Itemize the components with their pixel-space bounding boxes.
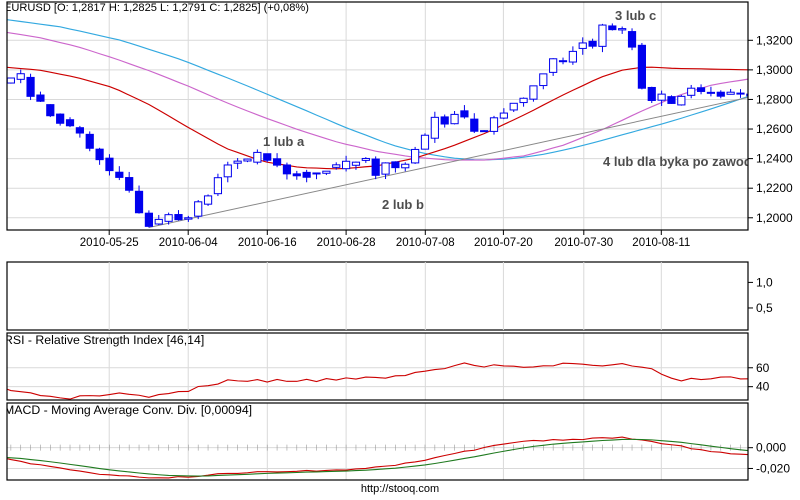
svg-text:0,000: 0,000 xyxy=(756,441,786,455)
svg-text:EURUSD [O: 1,2817 H: 1,2825: EURUSD [O: 1,2817 H: 1,2825 L: 1,2791 C:… xyxy=(4,2,309,14)
svg-text:MACD - Moving Average Conv. Di: MACD - Moving Average Conv. Div. [0,0009… xyxy=(4,403,252,417)
svg-text:1,0: 1,0 xyxy=(756,275,773,289)
svg-text:1,2600: 1,2600 xyxy=(756,122,793,136)
svg-text:1,2800: 1,2800 xyxy=(756,92,793,106)
svg-text:1,3200: 1,3200 xyxy=(756,33,793,47)
svg-text:0,5: 0,5 xyxy=(756,301,773,315)
svg-text:60: 60 xyxy=(756,361,770,375)
svg-text:40: 40 xyxy=(756,380,770,394)
svg-text:-0,020: -0,020 xyxy=(756,461,790,475)
svg-text:1,2000: 1,2000 xyxy=(756,211,793,225)
svg-text:http://stooq.com: http://stooq.com xyxy=(361,483,439,495)
svg-text:3 lub c: 3 lub c xyxy=(615,8,656,23)
svg-text:2010-07-08: 2010-07-08 xyxy=(396,237,455,249)
svg-text:2010-06-16: 2010-06-16 xyxy=(238,237,297,249)
svg-text:RSI - Relative Strength Index: RSI - Relative Strength Index [46,14] xyxy=(4,333,204,347)
svg-text:2010-08-11: 2010-08-11 xyxy=(632,237,690,249)
svg-text:2010-07-30: 2010-07-30 xyxy=(554,237,613,249)
svg-text:1,2400: 1,2400 xyxy=(756,152,793,166)
svg-text:1,3000: 1,3000 xyxy=(756,63,793,77)
svg-text:2010-06-04: 2010-06-04 xyxy=(159,237,218,249)
svg-text:2 lub b: 2 lub b xyxy=(382,197,424,212)
svg-text:2010-06-28: 2010-06-28 xyxy=(317,237,376,249)
svg-text:2010-05-25: 2010-05-25 xyxy=(80,237,139,249)
svg-text:1 lub a: 1 lub a xyxy=(263,134,305,149)
svg-text:1,2200: 1,2200 xyxy=(756,181,793,195)
svg-text:2010-07-20: 2010-07-20 xyxy=(474,237,533,249)
